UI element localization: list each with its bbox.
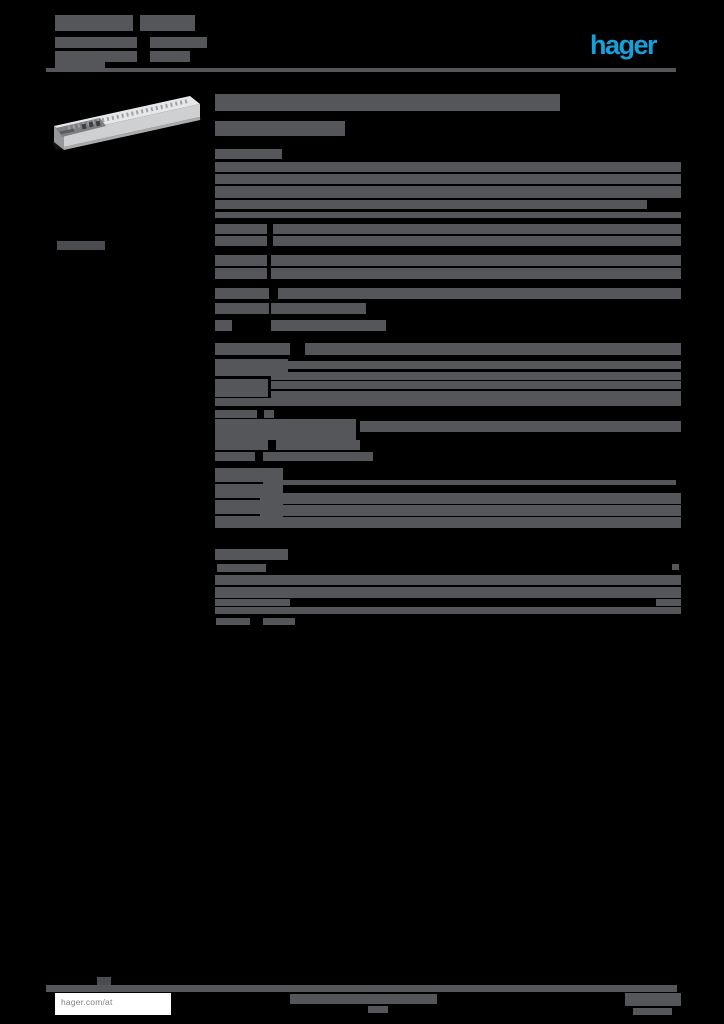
redacted-text-bar: [273, 236, 681, 246]
redacted-text-bar: [55, 60, 105, 69]
redacted-text-bar: [276, 440, 360, 450]
redacted-text-bar: [215, 549, 288, 560]
redacted-text-bar: [360, 421, 681, 432]
hager-logo: hager: [590, 30, 658, 60]
redacted-text-bar: [263, 618, 295, 625]
redacted-text-bar: [215, 320, 232, 331]
redacted-text-bar: [55, 37, 137, 48]
redacted-text-bar: [215, 410, 257, 418]
redacted-text-bar: [215, 224, 267, 234]
redacted-text-bar: [215, 359, 288, 376]
redacted-text-bar: [305, 343, 681, 355]
redacted-text-bar: [215, 121, 345, 136]
redacted-text-bar: [215, 236, 267, 246]
redacted-text-bar: [215, 174, 681, 184]
redacted-text-bar: [215, 419, 356, 440]
redacted-text-bar: [290, 994, 437, 1004]
redacted-text-bar: [273, 224, 681, 234]
redacted-text-bar: [215, 186, 681, 198]
redacted-text-bar: [55, 51, 137, 62]
redacted-text-bar: [215, 607, 681, 614]
redacted-text-bar: [215, 149, 282, 159]
redacted-text-bar: [271, 372, 681, 380]
product-photo-cable-trunking: [52, 96, 202, 150]
redacted-text-bar: [215, 440, 268, 450]
redacted-text-bar: [260, 505, 681, 516]
redacted-text-bar: [271, 391, 681, 399]
redacted-text-bar: [271, 381, 681, 389]
redacted-text-bar: [278, 288, 681, 299]
footer-divider: [46, 985, 677, 992]
redacted-text-bar: [633, 1008, 672, 1015]
redacted-text-bar: [625, 993, 681, 1006]
redacted-text-bar: [55, 15, 133, 31]
redacted-text-bar: [215, 200, 647, 209]
redacted-text-bar: [150, 51, 190, 62]
redacted-text-bar: [217, 564, 266, 572]
footer-website-box: hager.com/at: [55, 993, 171, 1015]
redacted-text-bar: [215, 398, 681, 406]
redacted-text-bar: [271, 268, 681, 279]
footer-website-link[interactable]: hager.com/at: [61, 997, 113, 1007]
redacted-text-bar: [215, 452, 255, 461]
redacted-text-bar: [215, 268, 267, 279]
redacted-text-bar: [140, 15, 195, 31]
redacted-text-bar: [57, 241, 105, 250]
redacted-text-bar: [672, 564, 679, 570]
redacted-text-bar: [215, 379, 268, 397]
redacted-text-bar: [271, 303, 366, 314]
redacted-text-bar: [215, 288, 269, 299]
redacted-text-bar: [260, 517, 681, 528]
redacted-text-bar: [271, 320, 386, 331]
redacted-text-bar: [215, 303, 269, 314]
redacted-text-bar: [215, 599, 290, 606]
redacted-text-bar: [264, 410, 274, 418]
redacted-text-bar: [216, 618, 250, 625]
redacted-text-bar: [97, 977, 111, 985]
redacted-text-bar: [150, 37, 207, 48]
redacted-text-bar: [215, 162, 681, 172]
redacted-text-bar: [368, 1006, 388, 1013]
redacted-text-bar: [260, 493, 681, 504]
header-divider: [46, 68, 676, 72]
redacted-text-bar: [271, 255, 681, 266]
redacted-text-bar: [215, 575, 681, 585]
redacted-text-bar: [215, 343, 290, 355]
redacted-text-bar: [271, 361, 681, 369]
redacted-text-bar: [215, 468, 283, 482]
redacted-text-bar: [215, 587, 681, 598]
redacted-text-bar: [263, 452, 373, 461]
redacted-text-bar: [263, 480, 676, 485]
redacted-text-bar: [656, 599, 681, 606]
redacted-text-bar: [215, 255, 267, 266]
redacted-text-bar: [215, 212, 681, 218]
redacted-text-bar: [215, 94, 560, 111]
